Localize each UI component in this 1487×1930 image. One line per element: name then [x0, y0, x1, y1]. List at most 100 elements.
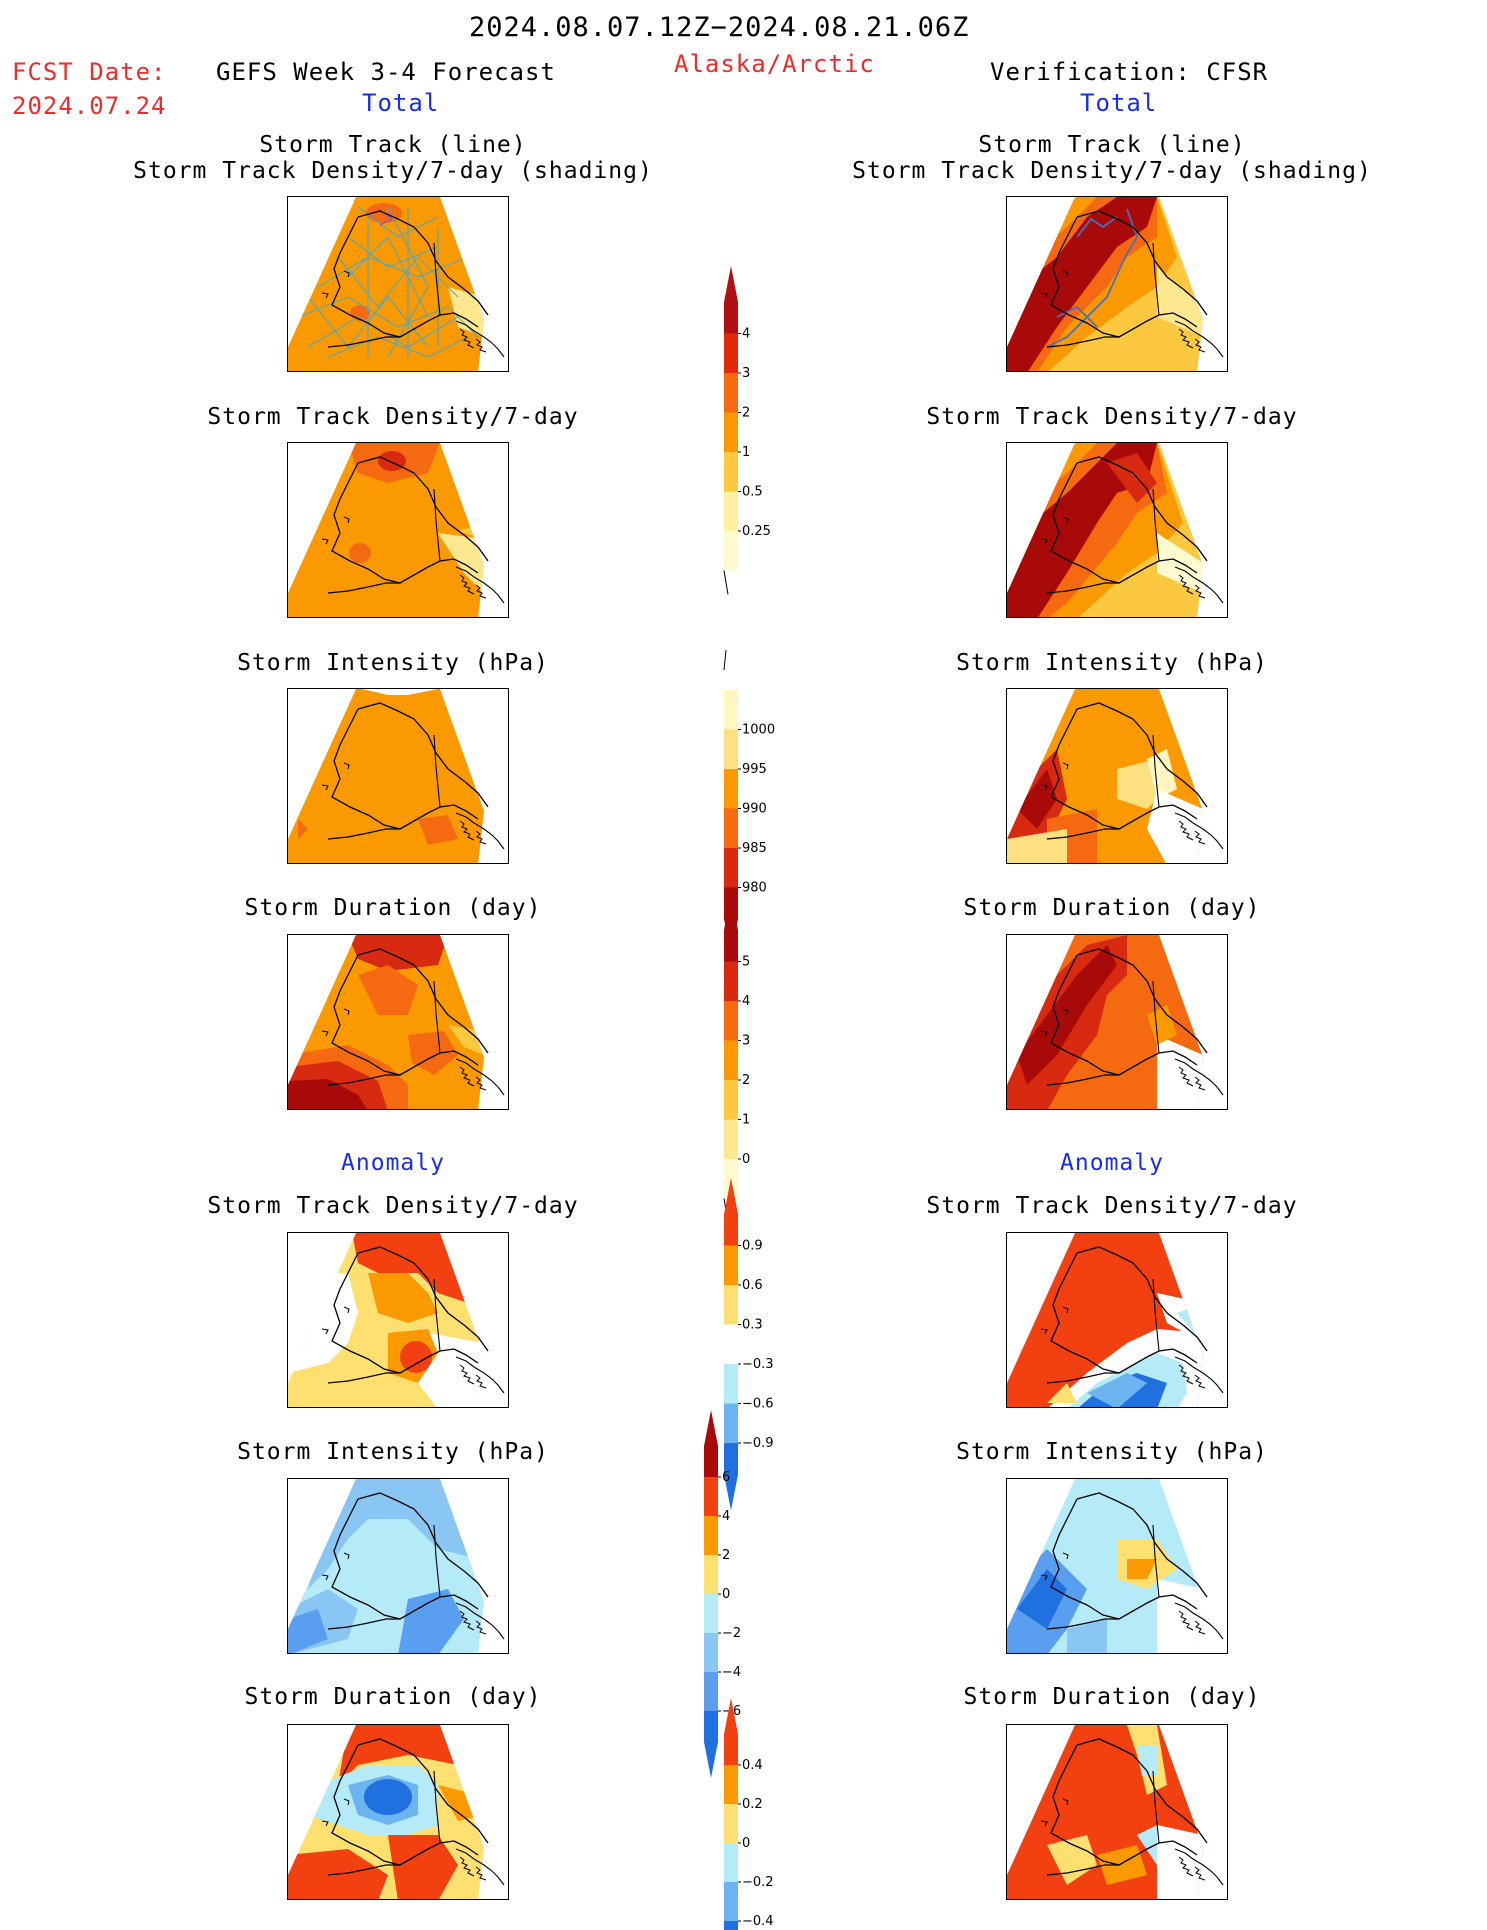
intensity-label-0: 1000 — [742, 723, 775, 738]
density-swatch-0 — [724, 266, 738, 334]
density_anom-swatch-0 — [724, 1178, 738, 1246]
left-duration-anom-title: Storm Duration (day) — [244, 1684, 542, 1710]
map-left-density-anomaly — [287, 1232, 509, 1408]
map-right-duration-anomaly — [1006, 1724, 1228, 1900]
density-label-4: 0.5 — [742, 485, 763, 500]
intensity-label-4: 980 — [742, 881, 767, 896]
map-left-duration-anomaly — [287, 1724, 509, 1900]
intensity-label-1: 995 — [742, 762, 767, 777]
colorbar-duration-anomaly: 0.4 0.2 0 −0.2 −0.4 — [720, 1696, 800, 1930]
map-left-density — [287, 442, 509, 618]
density-label-1: 3 — [742, 366, 750, 381]
right-density-title: Storm Track Density/7-day — [926, 404, 1298, 430]
density_anom-label-0: 0.9 — [742, 1239, 763, 1254]
intensity_anom-swatch-4 — [704, 1594, 718, 1633]
map-right-density — [1006, 442, 1228, 618]
density-swatch-3 — [724, 412, 738, 452]
left-anomaly-label: Anomaly — [341, 1150, 445, 1176]
density-swatch-6 — [724, 531, 738, 571]
density_anom-label-5: −0.9 — [742, 1436, 774, 1451]
density_anom-swatch-4 — [724, 1364, 738, 1404]
right-duration-anom-title: Storm Duration (day) — [963, 1684, 1261, 1710]
left-density-title: Storm Track Density/7-day — [207, 404, 579, 430]
duration_anom-label-2: 0 — [742, 1836, 750, 1851]
duration_anom-swatch-4 — [724, 1882, 738, 1921]
density_anom-swatch-6 — [724, 1443, 738, 1511]
map-right-track-density — [1006, 196, 1228, 372]
right-density-anom-title: Storm Track Density/7-day — [926, 1193, 1298, 1219]
right-anomaly-label: Anomaly — [1060, 1150, 1164, 1176]
duration-swatch-0 — [724, 894, 738, 962]
duration_anom-label-4: −0.4 — [742, 1914, 774, 1929]
map-left-track-density — [287, 196, 509, 372]
map-right-density-anomaly — [1006, 1232, 1228, 1408]
map-left-intensity — [287, 688, 509, 864]
right-track-line-title: Storm Track (line) — [978, 132, 1246, 158]
map-left-duration — [287, 934, 509, 1110]
right-duration-title: Storm Duration (day) — [963, 895, 1261, 921]
colorbar-duration: 5 4 3 2 1 0 — [720, 890, 800, 1223]
intensity-swatch-3 — [724, 808, 738, 848]
right-intensity-title: Storm Intensity (hPa) — [956, 650, 1268, 676]
intensity-swatch-0 — [724, 690, 738, 730]
left-intensity-title: Storm Intensity (hPa) — [237, 650, 549, 676]
duration_anom-label-0: 0.4 — [742, 1758, 763, 1773]
intensity-swatch-4 — [724, 848, 738, 888]
duration_anom-swatch-5 — [724, 1921, 738, 1930]
region-label: Alaska/Arctic — [674, 50, 875, 78]
duration_anom-label-1: 0.2 — [742, 1797, 763, 1812]
density_anom-swatch-2 — [724, 1285, 738, 1325]
duration-swatch-5 — [724, 1119, 738, 1159]
right-total-label: Total — [1080, 89, 1158, 117]
duration-swatch-1 — [724, 961, 738, 1001]
intensity_anom-label-2: 2 — [722, 1548, 730, 1563]
intensity-label-3: 985 — [742, 841, 767, 856]
density_anom-label-4: −0.6 — [742, 1397, 774, 1412]
map-right-duration — [1006, 934, 1228, 1110]
density_anom-label-3: −0.3 — [742, 1357, 774, 1372]
intensity_anom-swatch-1 — [704, 1477, 718, 1516]
fcst-date-label: FCST Date: — [12, 58, 167, 86]
density-swatch-1 — [724, 333, 738, 373]
date-range-title: 2024.08.07.12Z−2024.08.21.06Z — [469, 12, 970, 43]
verification-title: Verification: CFSR — [990, 58, 1269, 86]
forecast-title: GEFS Week 3-4 Forecast — [216, 58, 556, 86]
density-label-0: 4 — [742, 327, 750, 342]
duration_anom-label-3: −0.2 — [742, 1875, 774, 1890]
intensity_anom-label-4: −2 — [722, 1626, 741, 1641]
colorbar-intensity: 1000 995 990 985 980 — [720, 648, 800, 955]
left-track-shading-title: Storm Track Density/7-day (shading) — [133, 158, 653, 184]
density-label-2: 2 — [742, 406, 750, 421]
density_anom-label-2: 0.3 — [742, 1318, 763, 1333]
intensity-tail-top — [723, 649, 727, 671]
duration_anom-swatch-3 — [724, 1843, 738, 1882]
duration-label-4: 1 — [742, 1113, 750, 1128]
density-swatch-4 — [724, 452, 738, 492]
intensity_anom-swatch-2 — [704, 1516, 718, 1555]
map-right-intensity — [1006, 688, 1228, 864]
duration-swatch-2 — [724, 1001, 738, 1041]
density-swatch-5 — [724, 491, 738, 531]
duration-swatch-4 — [724, 1080, 738, 1120]
fcst-date-value: 2024.07.24 — [12, 92, 167, 120]
duration-label-5: 0 — [742, 1152, 750, 1167]
intensity-swatch-2 — [724, 769, 738, 809]
map-right-intensity-anomaly — [1006, 1478, 1228, 1654]
intensity_anom-swatch-3 — [704, 1555, 718, 1594]
intensity_anom-swatch-6 — [704, 1672, 718, 1711]
left-total-label: Total — [362, 89, 440, 117]
density_anom-swatch-1 — [724, 1245, 738, 1285]
left-duration-title: Storm Duration (day) — [244, 895, 542, 921]
intensity_anom-label-3: 0 — [722, 1587, 730, 1602]
intensity_anom-label-1: 4 — [722, 1509, 730, 1524]
density-swatch-2 — [724, 373, 738, 413]
intensity_anom-swatch-5 — [704, 1633, 718, 1672]
density_anom-swatch-5 — [724, 1403, 738, 1443]
density_anom-swatch-3 — [724, 1324, 738, 1364]
density-label-3: 1 — [742, 445, 750, 460]
duration-label-3: 2 — [742, 1073, 750, 1088]
intensity-swatch-1 — [724, 729, 738, 769]
duration_anom-swatch-1 — [724, 1765, 738, 1804]
intensity-label-2: 990 — [742, 802, 767, 817]
density_anom-label-1: 0.6 — [742, 1278, 763, 1293]
